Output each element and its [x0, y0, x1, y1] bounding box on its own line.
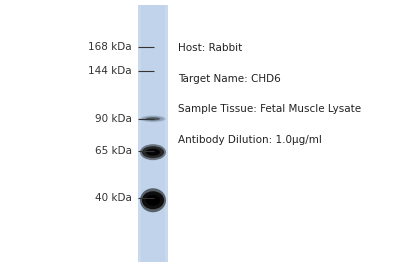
Ellipse shape	[140, 144, 166, 160]
Text: Host: Rabbit: Host: Rabbit	[178, 43, 242, 53]
Ellipse shape	[142, 191, 164, 209]
Ellipse shape	[140, 115, 166, 122]
Ellipse shape	[146, 195, 160, 206]
Bar	[138, 5, 168, 262]
Ellipse shape	[142, 146, 164, 158]
Text: Antibody Dilution: 1.0µg/ml: Antibody Dilution: 1.0µg/ml	[178, 135, 322, 145]
Text: 90 kDa: 90 kDa	[95, 114, 132, 124]
Text: 144 kDa: 144 kDa	[88, 66, 132, 76]
Text: 168 kDa: 168 kDa	[88, 42, 132, 52]
Ellipse shape	[140, 188, 166, 212]
Text: 65 kDa: 65 kDa	[95, 146, 132, 156]
Text: 40 kDa: 40 kDa	[95, 193, 132, 203]
Bar	[141, 5, 165, 262]
Ellipse shape	[146, 117, 160, 120]
Text: Target Name: CHD6: Target Name: CHD6	[178, 74, 281, 84]
Ellipse shape	[146, 148, 160, 156]
Text: Sample Tissue: Fetal Muscle Lysate: Sample Tissue: Fetal Muscle Lysate	[178, 104, 361, 115]
Ellipse shape	[142, 116, 164, 121]
